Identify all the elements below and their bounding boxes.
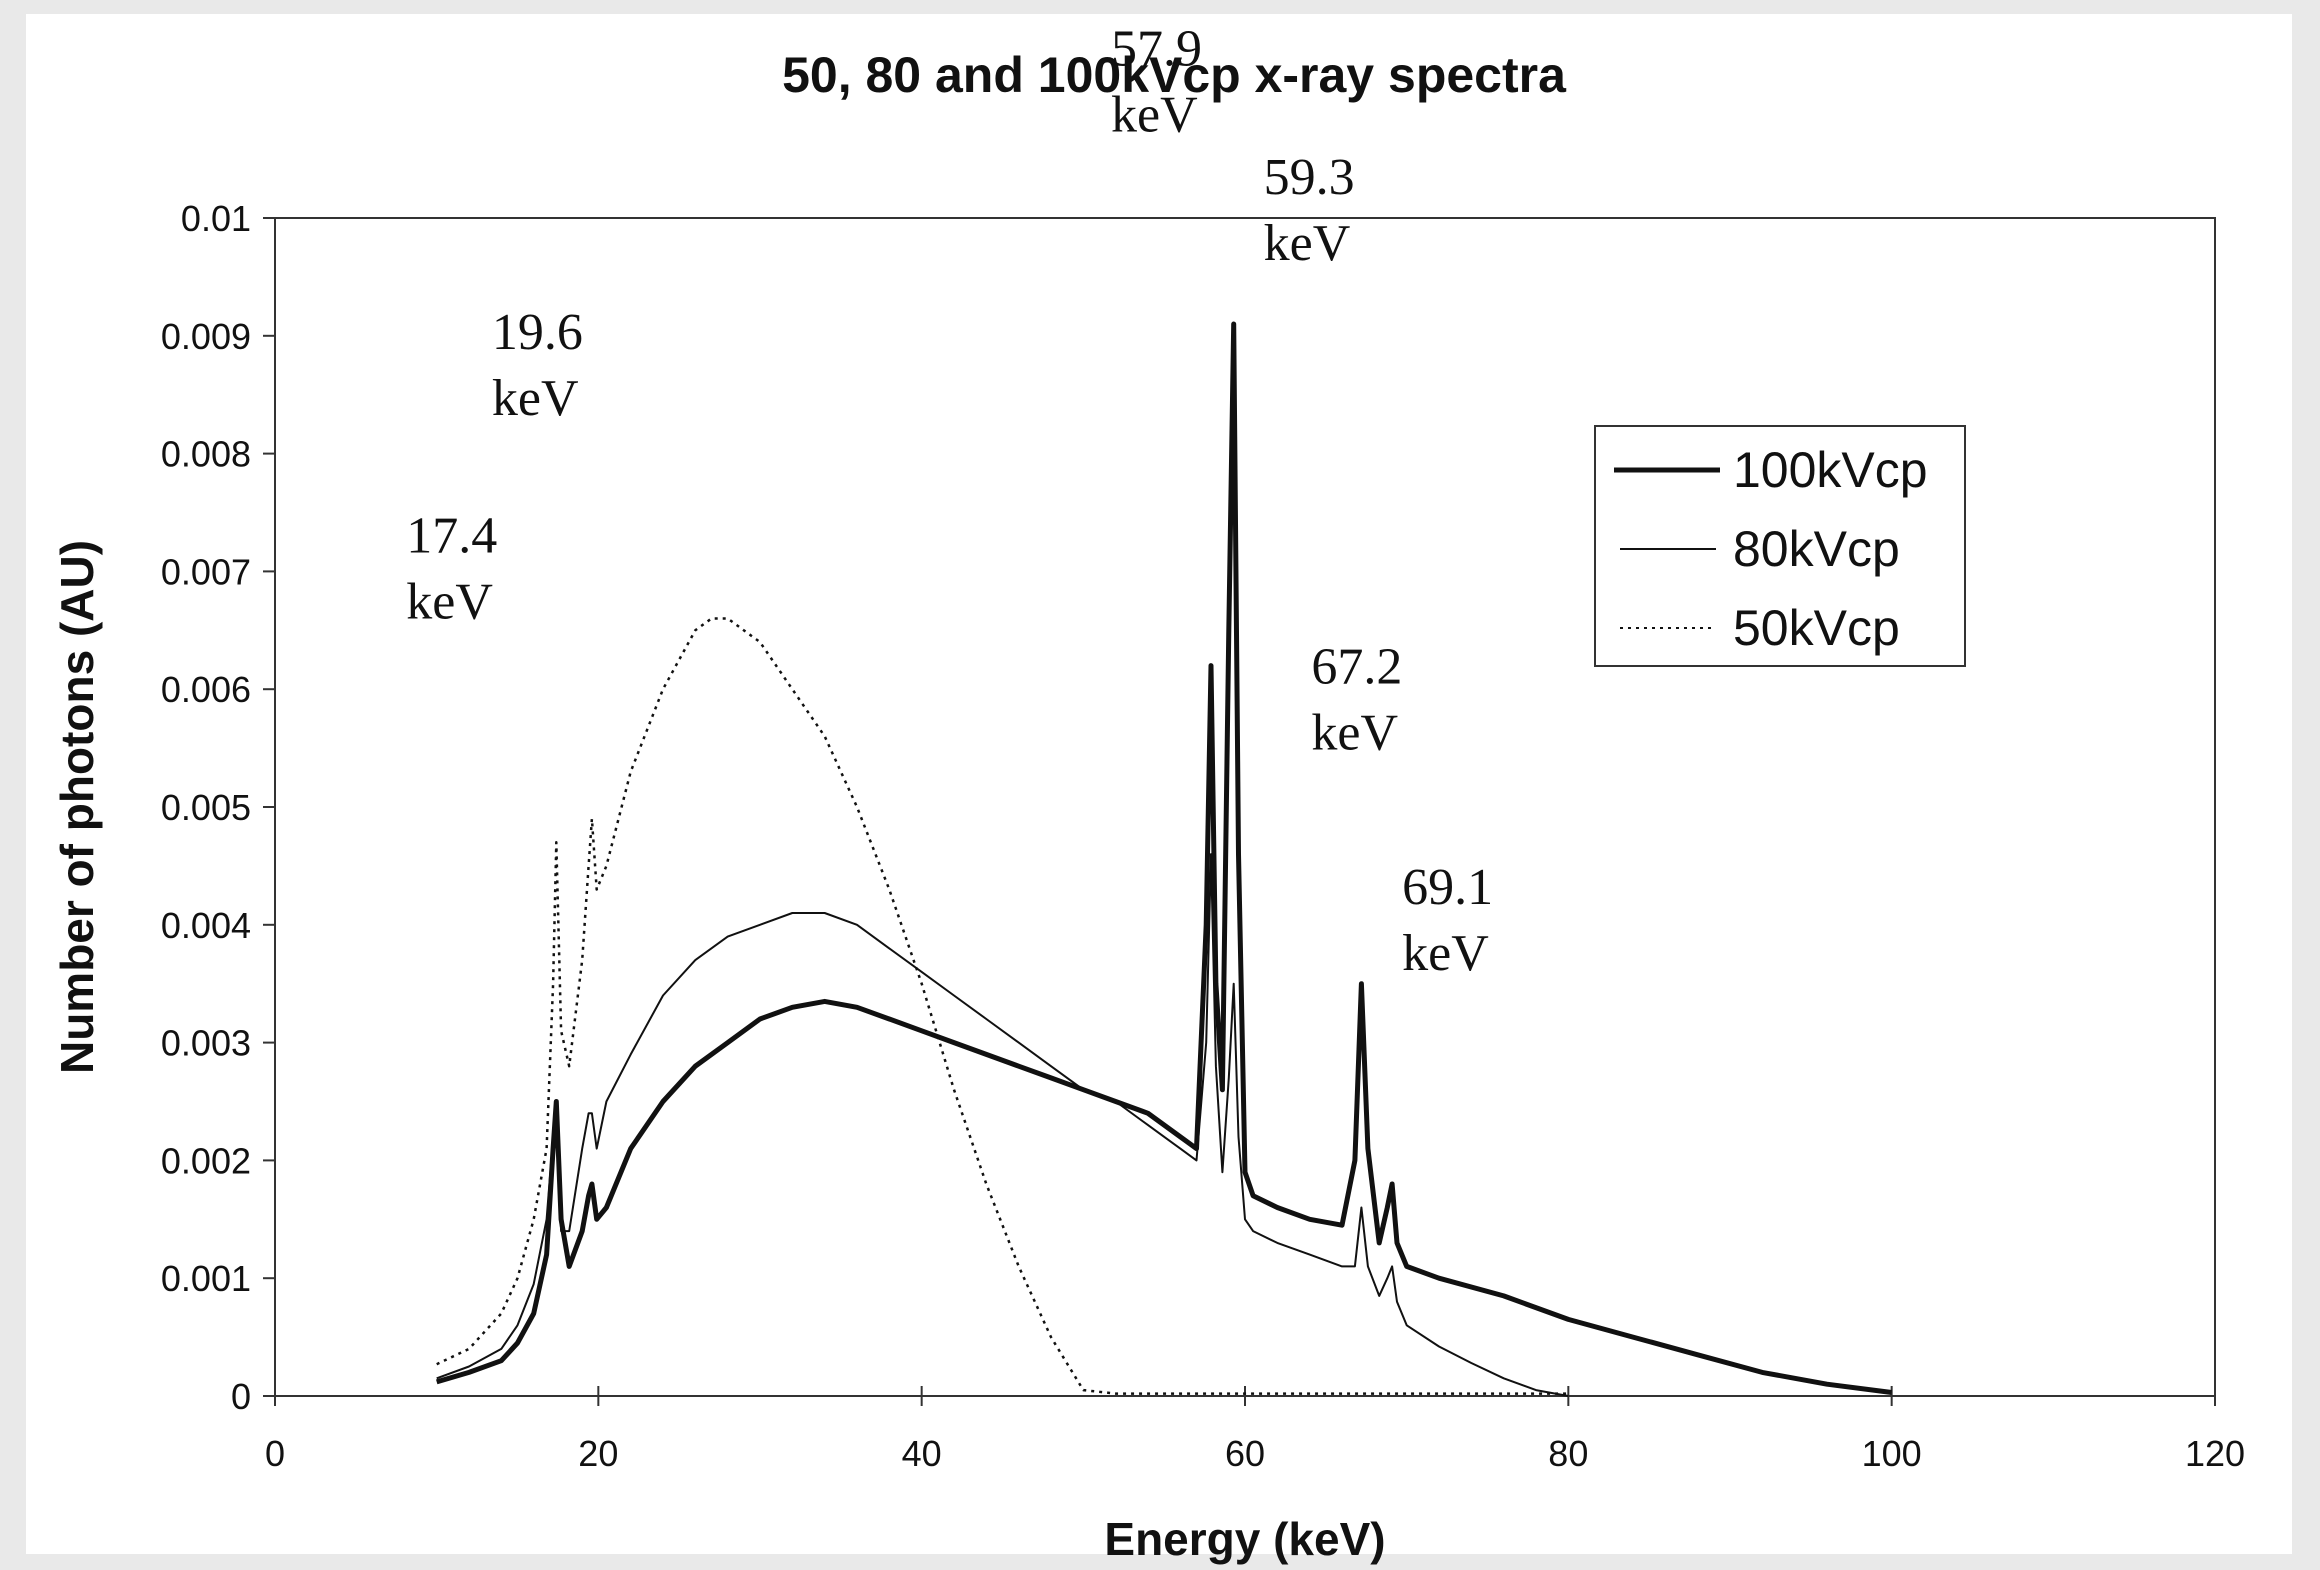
annotation-layer: 17.4 keV 19.6 keV 57.9 keV 59.3 keV 67.2 keV 69.1 k…	[406, 21, 1493, 982]
y-tick-label: 0	[231, 1376, 251, 1417]
x-axis-ticks: 0 20 40 60 80 100 120	[265, 1386, 2245, 1474]
peak-annotation-unit: keV	[1402, 925, 1489, 982]
y-tick-label: 0.003	[161, 1023, 251, 1064]
peak-annotation-unit: keV	[406, 573, 493, 630]
y-tick-label: 0.002	[161, 1140, 251, 1181]
x-axis-label: Energy (keV)	[1104, 1513, 1385, 1565]
peak-annotation-value: 67.2	[1311, 639, 1402, 696]
peak-annotation-unit: keV	[1311, 705, 1398, 762]
y-tick-label: 0.006	[161, 669, 251, 710]
series-layer	[435, 321, 1893, 1397]
peak-annotation-unit: keV	[1111, 87, 1198, 144]
legend-label-80kvcp: 80kVcp	[1733, 521, 1900, 577]
series-line-80kvcp	[436, 853, 1569, 1397]
chart-frame	[26, 14, 2292, 1554]
peak-annotation-value: 19.6	[492, 304, 583, 361]
peak-annotation-value: 57.9	[1111, 21, 1202, 78]
peak-annotation-value: 69.1	[1402, 859, 1493, 916]
series-line-100kvcp	[435, 321, 1893, 1395]
y-tick-label: 0.01	[181, 198, 251, 239]
peak-annotation-unit: keV	[492, 370, 579, 427]
peak-annotation-value: 17.4	[406, 507, 497, 564]
x-tick-label: 100	[1862, 1433, 1922, 1474]
y-tick-label: 0.004	[161, 905, 251, 946]
x-tick-label: 20	[578, 1433, 618, 1474]
chart-title: 50, 80 and 100kVcp x-ray spectra	[782, 47, 1567, 103]
legend: 100kVcp 80kVcp 50kVcp	[1594, 425, 1966, 667]
peak-annotation-unit: keV	[1264, 215, 1351, 272]
series-line-50kvcp	[436, 617, 1569, 1395]
y-tick-label: 0.008	[161, 434, 251, 475]
peak-annotation-value: 59.3	[1264, 149, 1355, 206]
y-tick-label: 0.005	[161, 787, 251, 828]
x-tick-label: 120	[2185, 1433, 2245, 1474]
y-axis-label: Number of photons (AU)	[51, 540, 103, 1074]
y-axis-ticks: 0 0.001 0.002 0.003 0.004 0.005 0.006 0.007 0.00…	[161, 198, 275, 1417]
x-tick-label: 0	[265, 1433, 285, 1474]
legend-label-100kvcp: 100kVcp	[1733, 442, 1928, 498]
y-tick-label: 0.007	[161, 551, 251, 592]
y-tick-label: 0.009	[161, 316, 251, 357]
x-tick-label: 60	[1225, 1433, 1265, 1474]
legend-box	[1594, 425, 1966, 667]
legend-label-50kvcp: 50kVcp	[1733, 600, 1900, 656]
y-tick-label: 0.001	[161, 1258, 251, 1299]
x-tick-label: 40	[902, 1433, 942, 1474]
x-tick-label: 80	[1548, 1433, 1588, 1474]
